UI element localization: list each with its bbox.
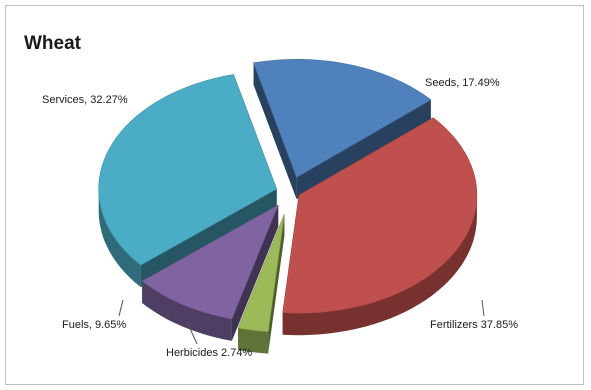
slice-fertilizers	[282, 117, 478, 314]
slice-wall-herbicides-start	[268, 214, 285, 354]
slice-side-seeds	[253, 62, 431, 200]
slice-seeds	[253, 58, 432, 178]
slice-wall-services-start	[140, 188, 277, 288]
slice-wall-seeds-end	[296, 99, 431, 200]
slice-wall-fuels-start	[231, 204, 279, 341]
slice-label-seeds: Seeds, 17.49%	[425, 77, 500, 89]
chart-title: Wheat	[24, 33, 81, 54]
slice-outer-wall-herbicides	[238, 328, 269, 354]
slice-label-services: Services, 32.27%	[42, 94, 128, 106]
slice-outer-wall-services	[98, 189, 141, 288]
slice-label-fertilizers: Fertilizers 37.85%	[430, 319, 518, 331]
leader-line-herbicides	[186, 321, 198, 345]
slice-services	[98, 74, 278, 266]
slice-label-fuels: Fuels, 9.65%	[62, 319, 126, 331]
slice-herbicides	[237, 213, 285, 332]
slice-fuels	[141, 204, 279, 320]
leader-line-fuels	[118, 299, 124, 317]
slice-label-herbicides: Herbicides 2.74%	[166, 347, 252, 359]
leader-line-fertilizers	[481, 299, 485, 317]
slice-wall-seeds-start	[253, 62, 297, 200]
slice-outer-wall-fertilizers	[282, 195, 477, 336]
